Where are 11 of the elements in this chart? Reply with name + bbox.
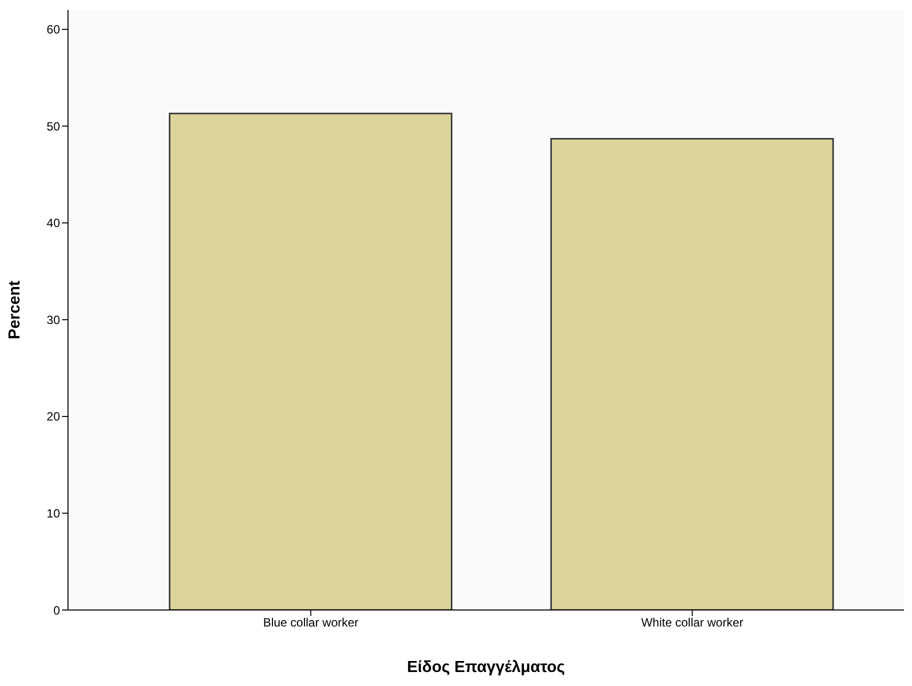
y-tick-label: 40: [46, 216, 60, 230]
y-tick-label: 10: [46, 506, 60, 520]
x-tick-label: White collar worker: [641, 616, 744, 630]
y-tick-label: 50: [46, 119, 60, 134]
y-tick-label: 60: [46, 22, 60, 37]
y-axis-title: Percent: [6, 280, 24, 340]
y-tick-label: 0: [53, 603, 60, 618]
y-tick-label: 20: [46, 410, 60, 424]
y-tick-label: 30: [46, 312, 60, 327]
x-axis-title: Είδος Επαγγέλματος: [407, 659, 565, 676]
x-tick-label: Blue collar worker: [263, 616, 358, 630]
